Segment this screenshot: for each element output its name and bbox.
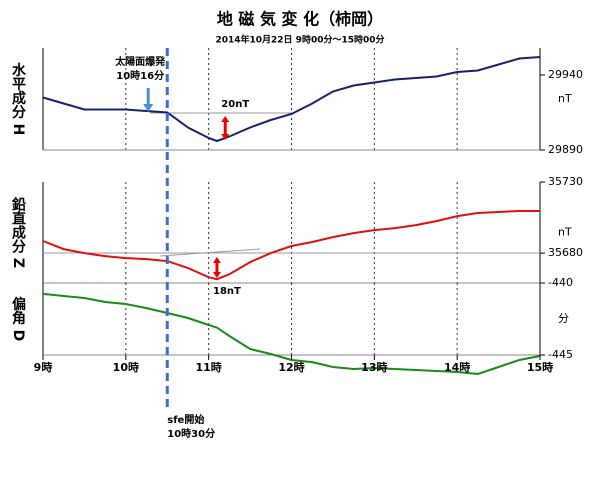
arrow-head — [221, 134, 230, 140]
x-tick-label: 9時 — [34, 360, 53, 374]
x-tick-label: 10時 — [113, 360, 139, 374]
annotation: sfe開始 — [167, 413, 204, 426]
y-tick-label: -440 — [548, 276, 573, 289]
y-tick-label: 35730 — [548, 175, 583, 188]
annotation: 20nT — [221, 99, 249, 110]
arrow-head — [143, 104, 154, 112]
x-tick-label: 12時 — [278, 360, 304, 374]
data-line — [42, 56, 541, 143]
x-tick-label: 13時 — [361, 360, 387, 374]
annotation: 太陽面爆発 — [114, 55, 166, 68]
arrow-head — [212, 257, 221, 263]
chart-subtitle: 2014年10月22日 9時00分～15時00分 — [215, 34, 384, 46]
annotation: 18nT — [213, 286, 241, 297]
y-axis-label: 水平成分 H — [10, 62, 26, 135]
unit-label: nT — [558, 92, 572, 105]
y-tick-label: 29940 — [548, 68, 583, 81]
unit-label: nT — [558, 226, 572, 239]
y-tick-label: 35680 — [548, 246, 583, 259]
unit-label: 分 — [558, 312, 569, 325]
y-axis-label: 偏角 D — [10, 296, 26, 341]
data-line — [42, 292, 541, 376]
chart-title: 地 磁 気 変 化（柿岡） — [217, 10, 383, 29]
annotation: 10時16分 — [116, 69, 164, 82]
arrow-head — [212, 272, 221, 278]
x-tick-label: 15時 — [527, 360, 553, 374]
annotation: 10時30分 — [167, 427, 215, 440]
x-tick-label: 14時 — [444, 360, 470, 374]
data-line — [42, 210, 540, 281]
y-tick-label: 29890 — [548, 143, 583, 156]
reference-line — [159, 248, 261, 257]
x-tick-label: 11時 — [196, 360, 222, 374]
y-axis-label: 鉛直成分 Z — [10, 196, 26, 268]
y-tick-label: -445 — [548, 348, 573, 361]
arrow-head — [221, 116, 230, 122]
